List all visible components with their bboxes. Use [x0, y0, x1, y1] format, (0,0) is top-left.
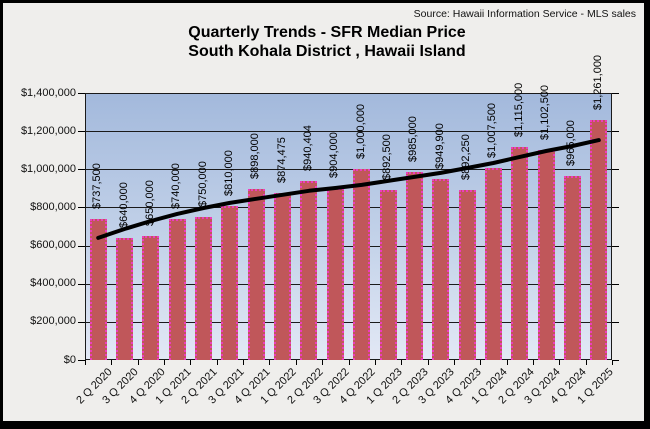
bar-value-label: $750,000	[196, 161, 209, 207]
bar	[484, 167, 502, 360]
bar	[326, 187, 344, 360]
bar	[274, 193, 292, 360]
y-axis-tick-right	[612, 207, 619, 209]
y-axis-tick-right	[612, 93, 619, 94]
x-axis-tick	[243, 360, 245, 365]
bar-value-label: $949,900	[433, 122, 446, 169]
y-axis-tick-right	[612, 131, 619, 133]
x-axis-tick	[295, 360, 297, 365]
x-axis-tick	[322, 360, 324, 365]
bar	[511, 147, 529, 360]
bar-value-label: $737,500	[91, 163, 104, 210]
bar-value-label: $740,000	[170, 162, 183, 209]
x-axis-tick	[374, 360, 376, 365]
y-gridline	[85, 321, 612, 323]
bar-value-label: $1,007,500	[486, 102, 499, 158]
bar	[89, 219, 107, 360]
y-axis-tick-left	[78, 131, 85, 133]
x-axis-tick	[453, 360, 455, 365]
bar-value-label: $1,102,500	[539, 84, 552, 140]
y-axis-label: $1,400,000	[20, 86, 76, 99]
bar	[432, 178, 450, 360]
bar-value-label: $965,000	[565, 120, 578, 166]
bar-value-label: $640,000	[117, 182, 130, 228]
y-axis-tick-left	[78, 169, 85, 171]
x-axis-tick	[190, 360, 192, 365]
bar-value-label: $1,261,000	[591, 54, 604, 110]
y-axis-tick-left	[78, 321, 85, 323]
chart-title-line2: South Kohala District , Hawaii Island	[188, 43, 466, 60]
x-axis-tick	[506, 360, 508, 365]
y-axis-label: $400,000	[30, 277, 76, 290]
x-axis-tick	[269, 360, 271, 365]
y-axis-tick-left	[78, 245, 85, 247]
bar	[168, 218, 186, 360]
bar-value-label: $874,475	[275, 137, 288, 184]
y-gridline	[85, 131, 612, 133]
y-gridline	[85, 207, 612, 209]
x-axis-tick	[216, 360, 218, 365]
bar	[458, 189, 476, 360]
y-axis-label: $1,200,000	[20, 124, 76, 137]
y-axis-tick-right	[612, 245, 619, 247]
chart-title: Quarterly Trends - SFR Median Price Sout…	[17, 23, 637, 61]
bar-value-label: $898,000	[249, 132, 262, 179]
x-axis-tick	[85, 360, 86, 365]
y-axis-tick-right	[612, 360, 619, 361]
bar	[405, 172, 423, 360]
x-axis-tick	[427, 360, 429, 365]
bar	[537, 149, 555, 360]
y-gridline	[85, 245, 612, 247]
y-axis-tick-left	[78, 283, 85, 285]
bar	[379, 189, 397, 360]
y-axis-tick-right	[612, 283, 619, 285]
chart-title-line1: Quarterly Trends - SFR Median Price	[188, 24, 466, 41]
bar	[116, 237, 134, 360]
x-axis-tick	[137, 360, 139, 365]
y-axis-tick-left	[78, 207, 85, 209]
y-gridline	[85, 169, 612, 171]
source-note: Source: Hawaii Information Service - MLS…	[413, 8, 636, 20]
bar	[221, 205, 239, 360]
bar	[563, 175, 581, 360]
bar	[300, 180, 318, 360]
bar	[142, 236, 160, 360]
bar-value-label: $892,500	[381, 133, 394, 180]
bar-value-label: $940,404	[301, 124, 314, 171]
x-axis-tick	[585, 360, 587, 365]
bar-value-label: $650,000	[143, 180, 156, 227]
y-axis-label: $1,000,000	[20, 162, 76, 175]
x-axis-tick	[164, 360, 166, 365]
bar-value-label: $892,250	[460, 133, 473, 180]
bar	[353, 169, 371, 360]
y-axis-tick-right	[612, 321, 619, 323]
bar	[195, 216, 213, 360]
x-axis-tick	[111, 360, 113, 365]
bar	[247, 188, 265, 360]
x-axis-tick	[612, 360, 613, 365]
y-gridline	[85, 283, 612, 285]
y-axis-tick-right	[612, 169, 619, 171]
x-axis-tick	[559, 360, 561, 365]
bar-value-label: $1,115,000	[512, 83, 525, 138]
bar-value-label: $1,000,000	[354, 104, 367, 160]
plot-area	[85, 93, 612, 360]
bar-value-label: $810,000	[222, 149, 235, 196]
bar-value-label: $904,000	[328, 131, 341, 178]
y-axis-tick-left	[78, 93, 85, 94]
y-axis-label: $0	[63, 353, 76, 366]
y-axis-label: $600,000	[30, 239, 76, 252]
y-axis-tick-left	[78, 360, 85, 361]
x-axis-tick	[480, 360, 482, 365]
x-axis-tick	[401, 360, 403, 365]
y-axis-label: $200,000	[30, 315, 76, 328]
bar	[590, 119, 608, 360]
x-axis-tick	[348, 360, 350, 365]
bar-value-label: $985,000	[407, 116, 420, 163]
y-axis-label: $800,000	[30, 200, 76, 213]
x-axis-tick	[532, 360, 534, 365]
